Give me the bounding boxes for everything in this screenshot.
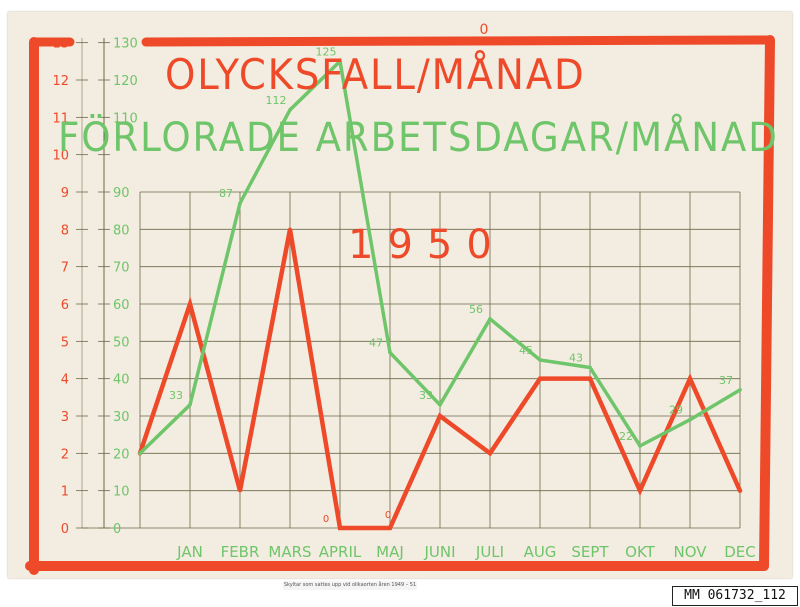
accidents-point [688,376,692,381]
month-label: NOV [673,543,707,561]
left-axis-tick-label: 3 [61,410,69,425]
right-axis-tick-label: 30 [113,410,130,425]
month-label: APRIL [319,543,362,561]
right-axis-tick-label: 130 [113,37,138,52]
left-axis-tick-label: 0 [61,522,69,537]
month-label: MAJ [376,543,404,561]
lost-days-point [188,403,192,407]
lost-days-data-label: 45 [519,344,533,357]
accidents-point [588,376,592,381]
accidents-point [188,302,192,306]
right-axis-tick-label: 10 [113,485,130,500]
left-axis-tick-label: 9 [61,186,69,201]
board-frame [25,35,775,575]
accidents-point [338,526,342,530]
lost-days-data-label: 43 [569,351,583,364]
lost-days-point [338,59,342,64]
chart-board [8,12,792,578]
month-label: MARS [268,543,311,561]
lost-days-data-label: 87 [219,187,233,200]
lost-days-point [488,317,492,321]
month-label: OKT [625,543,655,561]
month-label: SEPT [571,543,609,561]
zero-mark: 0 [480,22,489,38]
lost-days-point [288,108,292,112]
left-axis-tick-label: 6 [61,298,69,313]
right-axis-tick-label: 70 [113,261,130,276]
accidents-point [288,227,292,232]
accidents-point [638,488,642,493]
frame-top [141,35,775,47]
left-axis-tick-label: 10 [52,149,69,164]
right-axis-tick-label: 80 [113,223,130,238]
chart-axes: 0123456789101112130102030405060708090110… [52,37,140,537]
left-axis-tick-label: 11 [52,111,69,126]
lost-days-point [588,365,592,370]
accidents-point [388,526,392,530]
catalog-number: MM 061732_112 [672,586,798,606]
month-label: JAN [176,543,203,561]
month-label: FEBR [221,543,260,561]
lost-days-data-label: 56 [469,303,483,316]
left-axis-tick-label: 4 [61,373,69,388]
chart-year: 1950 [348,222,506,268]
left-axis-tick-label: 8 [61,223,69,238]
right-axis-tick-label: 40 [113,373,130,388]
chart-labels: JAN FEBR MARS APRIL MAJ JUNI JULI AUG SEPT OKT NOV… [169,22,756,561]
chart-series [137,57,743,531]
left-axis-tick-label: 7 [61,261,69,276]
accidents-point [488,451,492,456]
zero-mark: 0 [323,514,329,525]
left-axis-tick-label: 1 [61,485,69,500]
lost-days-point [638,444,642,448]
lost-days-point [388,350,392,355]
accidents-title: OLYCKSFALL/MÅNAD [165,50,586,99]
month-label: AUG [524,543,557,561]
right-axis-tick-label: 0 [113,522,121,537]
lost-days-point [438,403,442,407]
month-label: DEC [724,543,756,561]
right-axis-tick-label: 60 [113,298,130,313]
lost-days-title: FÖRLORADE ARBETSDAGAR/MÅNAD [58,115,779,161]
lost-days-data-label: 37 [719,374,733,387]
left-axis-tick-label: 12 [52,74,69,89]
lost-days-point [738,388,742,392]
accidents-point [438,414,442,418]
left-axis-tick-label: 13 [52,37,69,52]
right-axis-tick-label: 20 [113,447,130,462]
lost-days-point [688,417,692,422]
right-axis-tick-label: 120 [113,74,138,89]
month-label: JULI [475,543,504,561]
month-label: JUNI [423,543,455,561]
accidents-point [738,488,742,493]
right-axis-tick-label: 50 [113,335,130,350]
right-axis-tick-label: 110 [113,111,138,126]
zero-mark: 0 [385,510,391,521]
lost-days-data-label: 47 [369,337,383,350]
lost-days-point [238,201,242,205]
lost-days-point [538,358,542,362]
left-axis-tick-label: 5 [61,335,69,350]
lost-days-point [138,451,142,456]
lost-days-data-label: 33 [419,389,433,402]
right-axis-tick-label: 90 [113,186,130,201]
lost-days-data-label: 33 [169,389,183,402]
frame-right [759,35,775,571]
lost-days-data-label: 29 [669,404,683,417]
lost-days-data-label: 112 [266,94,287,107]
lost-days-data-label: 22 [619,430,633,443]
lost-days-data-label: 125 [316,45,337,58]
accidents-point [538,376,542,381]
photo-caption: Skyltar som sattes upp vid olikaorten år… [283,581,417,590]
left-axis-tick-label: 2 [61,447,69,462]
accidents-point [238,488,242,493]
